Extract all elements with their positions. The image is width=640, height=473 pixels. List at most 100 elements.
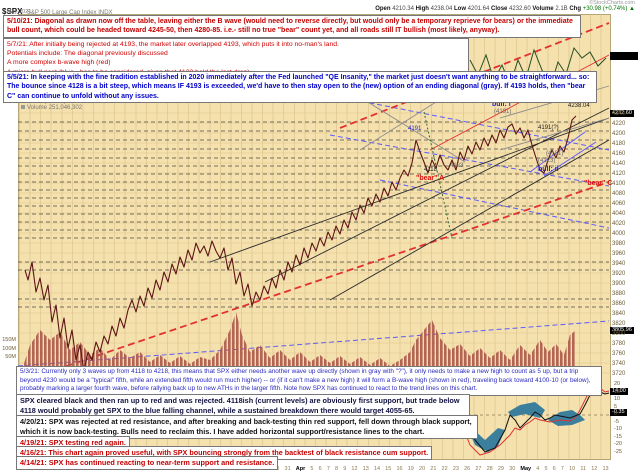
date-axis-label: 13 [602,466,609,472]
current-price-tag: 4232.60 [610,110,634,117]
date-axis-label: 31 [284,466,291,472]
price-label-4191-blue: 4191 [408,126,422,132]
date-axis-label: 7 [326,466,330,472]
note-5-7-line1: 5/7/21: After initially being rejected a… [7,41,339,48]
note-5-5-21: 5/5/21: In keeping with the fine traditi… [3,71,597,104]
price-axis-label: 4160 [612,151,626,157]
note-5-7-line3: A more complex b-wave high (red) [7,59,111,67]
chart-date: 7-May-2021 [2,9,32,15]
wave-value-bull-i: (4191) [494,109,512,115]
oscillator-axis-label: 20 [614,381,621,387]
volume-axis-label: 150M [2,337,16,343]
wave-label-bear-a: "bear" A [416,175,445,182]
price-axis-label: 4000 [612,231,626,237]
low-label: Low [453,6,466,12]
price-axis-label: 3940 [612,261,626,267]
price-axis-label: 3780 [612,341,626,347]
date-axis-label: 28 [486,466,493,472]
price-axis-label: 3960 [612,251,626,257]
price-label-4191-query: 4191(?) [538,125,559,131]
price-axis-label: 4060 [612,201,626,207]
date-axis-label: 6 [318,466,322,472]
date-axis-label: 30 [509,466,516,472]
price-axis-label: 3980 [612,241,626,247]
price-axis-label: 3880 [612,291,626,297]
oscillator-value-tag-b: -0.35 [610,409,627,416]
top-panel-value-tag [610,52,638,60]
price-label-4181: (4181) [546,151,564,157]
price-axis-label: 4120 [612,171,626,177]
price-axis-label: 4100 [612,181,626,187]
level-price-tag: 3805.96 [610,327,634,334]
volume-axis-label: 50M [5,354,16,361]
date-axis-label: 6 [552,466,556,472]
price-axis-label: 3860 [612,301,626,307]
date-axis-label: 15 [385,466,392,472]
price-axis-label: 3920 [612,271,626,277]
note-5-7-line2: Potentials include: The diagonal previou… [7,50,168,58]
date-axis-label: 21 [430,466,437,472]
date-axis-label: 10 [569,466,576,472]
wave-label-bull-i: bull: i [492,101,511,108]
volume-axis-labels: 150M 100M 50M [1,336,16,362]
oscillator-axis-label: -20 [614,441,622,447]
close-label: Close [491,6,508,12]
symbol: $SPX [2,7,23,16]
chart-title: $SPX S&P 500 Large Cap Index INDX [2,1,113,19]
date-axis-label: 5 [310,466,314,472]
volume-label: Volume [532,6,554,12]
date-axis-label: 26 [464,466,471,472]
price-axis-label: 4180 [612,141,626,147]
volume-value: 2.1B [555,6,568,12]
date-axis-label: Apr [295,466,306,472]
wave-label-bull-ii: bull: ii [538,166,559,173]
chg-value: +30.98 (+0.74%) ▲ [582,6,635,12]
volume-series-swatch [21,105,25,109]
low-value: 4201.64 [467,6,490,12]
price-axis-label: 3900 [612,281,626,287]
legend-volume-label: Volume 251,046,302 [27,105,83,111]
date-axis-label: 7 [560,466,564,472]
oscillator-axis-label: -15 [614,433,622,440]
date-axis-label: 16 [396,466,403,472]
symbol-description: S&P 500 Large Cap Index INDX [26,10,113,16]
price-axis-label: 3760 [612,351,626,357]
price-axis-label: 4220 [612,121,626,127]
open-label: Open [375,6,391,12]
price-axis-label: 4240 [612,111,626,117]
open-value: 4210.34 [392,6,414,12]
date-axis-label: 9 [343,466,347,472]
stockcharts-credit: ©StockCharts.com [589,0,635,6]
price-axis-label: 3840 [612,311,626,317]
price-label-4118: 4118 [424,167,437,173]
note-5-10-21: 5/10/21: Diagonal as drawn now off the t… [3,15,581,38]
oscillator-axis-label: 0 [614,411,618,417]
oscillator-value-tag-a: 14.00 [610,388,628,395]
price-axis-label: 4140 [612,161,626,167]
price-axis-label: 3800 [612,331,626,337]
date-axis-label: 5 [544,466,548,472]
date-axis-label: May [520,466,532,472]
date-axis-label: 12 [591,466,598,472]
high-value: 4238.04 [430,6,453,12]
date-axis-label: 22 [441,466,448,472]
close-value: 4232.60 [509,6,531,12]
date-axis-label: 13 [362,466,369,472]
chg-label: Chg [569,6,582,12]
date-axis-label: 8 [335,466,339,472]
oscillator-axis-label: 5 [614,403,618,410]
date-axis-label: 19 [407,466,414,472]
date-axis-label: 14 [373,466,381,472]
oscillator-axis-label: -10 [614,426,622,432]
price-axis-label: 3740 [612,361,626,367]
price-axis-label: 4080 [612,191,626,197]
legend-volume-row: Volume 251,046,302 [21,105,89,112]
high-label: High [415,6,429,12]
oscillator-axis-label: 15 [614,388,621,395]
price-label-4238: 4238.04 [568,103,590,109]
price-axis-label: 4040 [612,211,626,217]
oscillator-axis-labels: 20 15 10 5 0 -5 -10 -15 -20 -25 [614,381,622,456]
note-4-14-21: 4/14/21: SPX has continued reacting to n… [16,456,279,470]
date-axis-label: 11 [580,466,587,472]
